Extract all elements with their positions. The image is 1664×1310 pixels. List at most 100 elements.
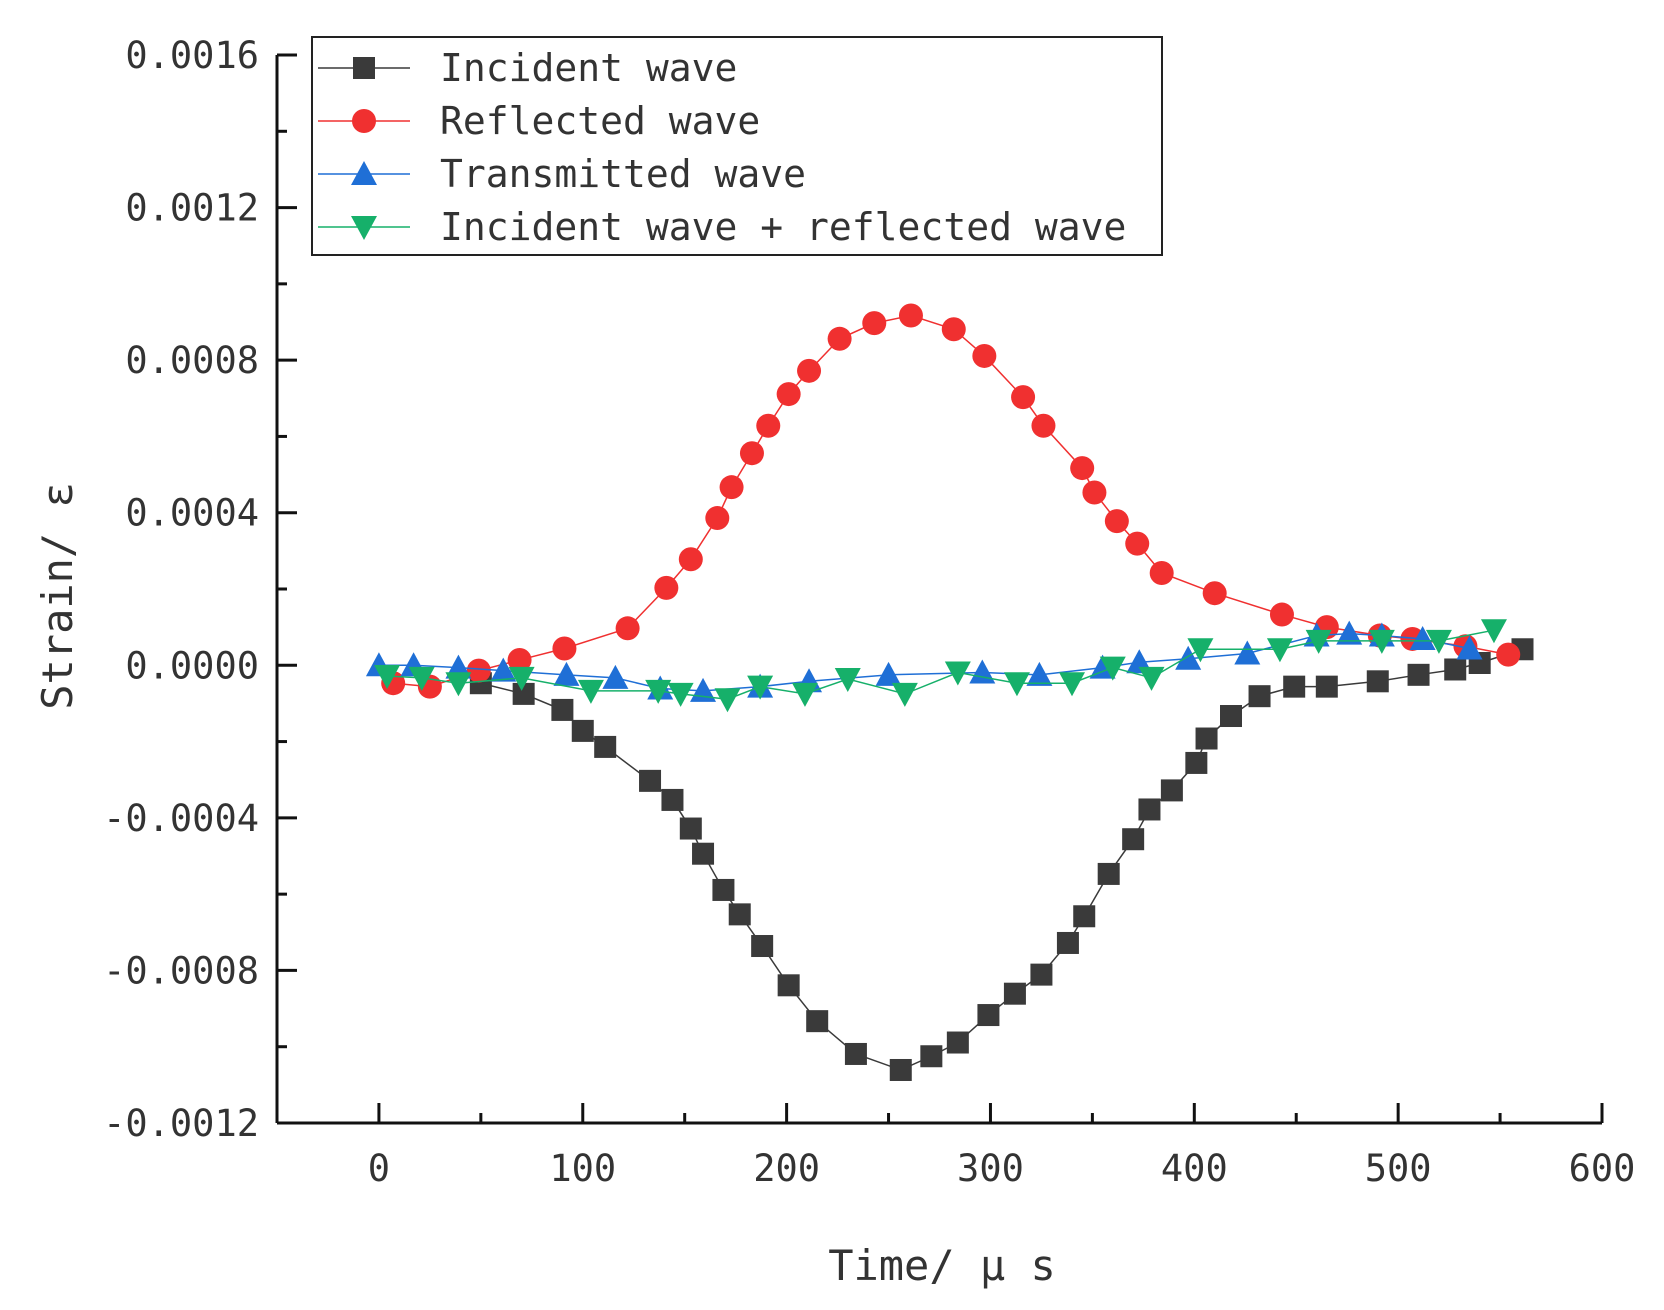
- data-point: [1234, 640, 1261, 665]
- data-point: [1138, 798, 1161, 821]
- x-tick-label: 500: [1365, 1147, 1432, 1190]
- data-point: [639, 769, 662, 792]
- data-point: [490, 657, 517, 682]
- data-point: [969, 659, 996, 684]
- data-point: [553, 661, 580, 686]
- data-point: [944, 661, 971, 686]
- data-point: [1266, 638, 1293, 663]
- data-point: [1496, 642, 1521, 667]
- data-point: [1368, 629, 1395, 654]
- data-point: [1003, 982, 1026, 1005]
- y-tick-label: 0.0016: [125, 34, 259, 77]
- data-point: [508, 666, 535, 691]
- data-point: [645, 679, 672, 704]
- data-point: [791, 682, 818, 707]
- data-point: [552, 636, 577, 661]
- legend-box: [311, 36, 1163, 256]
- data-point: [679, 817, 702, 840]
- data-point: [1056, 931, 1079, 954]
- x-tick-label: 200: [753, 1147, 820, 1190]
- data-point: [661, 788, 684, 811]
- data-point: [374, 664, 401, 689]
- data-point: [1409, 625, 1436, 650]
- series-line: [480, 648, 1523, 1071]
- legend-label: Incident wave + reflected wave: [440, 205, 1126, 249]
- data-point: [712, 878, 735, 901]
- data-point: [615, 616, 640, 641]
- data-point: [1175, 645, 1202, 670]
- data-point: [1160, 779, 1183, 802]
- data-point: [571, 719, 594, 742]
- data-point: [1315, 675, 1338, 698]
- data-point: [1059, 672, 1085, 697]
- legend-label: Reflected wave: [440, 99, 760, 143]
- legend-marker-triangle-down-icon: [351, 216, 377, 240]
- y-tick-label: -0.0012: [103, 1102, 259, 1145]
- data-point: [977, 1004, 1000, 1027]
- data-point: [719, 475, 744, 500]
- series-line: [378, 632, 1470, 692]
- data-point: [445, 672, 472, 697]
- x-tick-label: 400: [1161, 1147, 1228, 1190]
- data-point: [507, 647, 532, 672]
- data-point: [756, 413, 781, 438]
- data-point: [1097, 862, 1120, 885]
- data-point: [827, 326, 852, 351]
- data-point: [1099, 656, 1126, 681]
- data-point: [1456, 635, 1483, 660]
- data-point: [1122, 828, 1145, 851]
- series-layer: [365, 303, 1534, 1081]
- data-point: [862, 311, 887, 336]
- data-point: [844, 1042, 867, 1065]
- data-point: [705, 506, 730, 531]
- data-point: [1104, 509, 1129, 534]
- data-point: [1011, 385, 1036, 410]
- data-point: [577, 679, 604, 704]
- data-point: [692, 842, 715, 865]
- data-point: [1070, 456, 1095, 481]
- data-point: [728, 903, 751, 926]
- y-tick-label: 0.0012: [125, 187, 259, 230]
- data-point: [1149, 560, 1174, 585]
- data-point: [1444, 658, 1467, 681]
- y-tick-label: 0.0004: [125, 492, 259, 535]
- data-point: [1269, 602, 1294, 627]
- data-point: [1305, 629, 1332, 654]
- legend-marker-circle-icon: [352, 109, 376, 133]
- data-point: [667, 682, 694, 707]
- x-axis-title: Time/ μ s: [828, 1241, 1056, 1290]
- data-point: [1248, 685, 1271, 708]
- data-point: [1138, 666, 1165, 691]
- data-point: [739, 441, 764, 466]
- data-point: [551, 698, 574, 721]
- data-point: [1026, 661, 1053, 686]
- data-point: [512, 682, 535, 705]
- data-point: [678, 547, 703, 572]
- data-point: [946, 1031, 969, 1054]
- legend-item: Transmitted wave: [318, 152, 806, 196]
- data-point: [1031, 413, 1056, 438]
- legend-label: Transmitted wave: [440, 152, 806, 196]
- legend: Incident wave Reflected wave Transmitted w…: [311, 36, 1163, 256]
- data-point: [776, 382, 801, 407]
- series-line: [393, 314, 1509, 688]
- data-point: [408, 666, 435, 691]
- data-point: [875, 661, 902, 686]
- data-point: [1073, 905, 1096, 928]
- data-point: [1195, 727, 1218, 750]
- data-point: [1480, 619, 1507, 644]
- data-point: [602, 664, 629, 689]
- data-point: [891, 682, 918, 707]
- data-point: [1220, 705, 1242, 728]
- x-tick-label: 600: [1569, 1147, 1636, 1190]
- series-incident-wave-reflected-wave: [374, 619, 1507, 713]
- y-tick-label: 0.0008: [125, 339, 259, 382]
- data-point: [1125, 531, 1150, 556]
- y-tick-label: 0.0000: [125, 644, 259, 687]
- data-point: [1030, 963, 1053, 986]
- data-point: [1185, 751, 1208, 774]
- data-point: [797, 358, 822, 383]
- data-point: [1366, 670, 1389, 693]
- x-tick-label: 300: [957, 1147, 1024, 1190]
- y-tick-label: -0.0004: [103, 797, 259, 840]
